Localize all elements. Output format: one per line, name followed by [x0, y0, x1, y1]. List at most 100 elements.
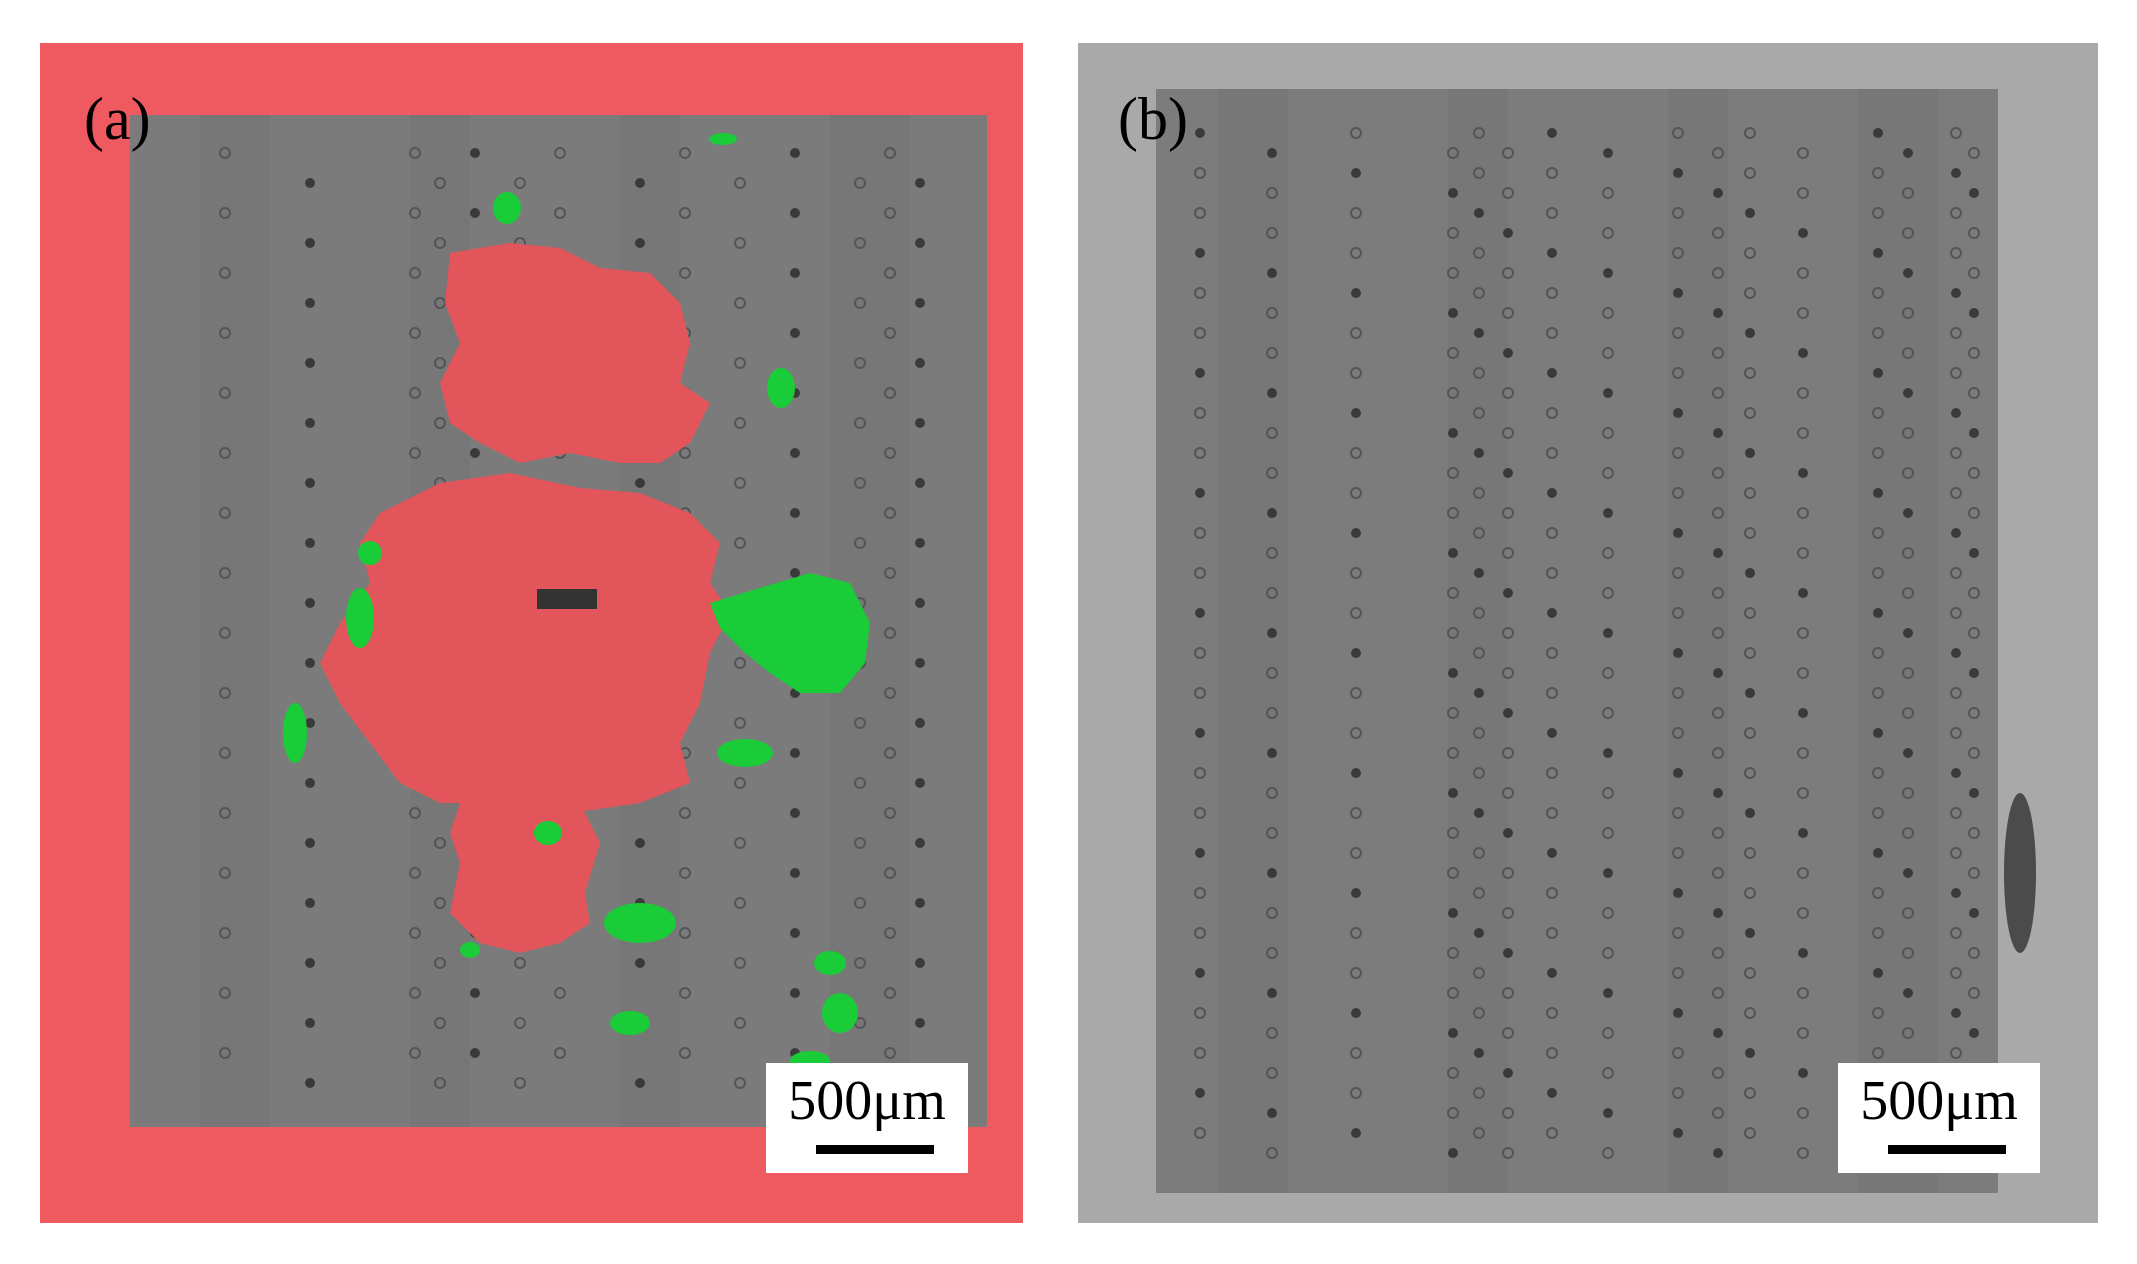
via-pad — [409, 327, 421, 339]
via-pad — [434, 177, 446, 189]
via-pad — [1267, 508, 1277, 518]
via-pad — [1266, 307, 1278, 319]
via-pad — [305, 178, 315, 188]
via-pad — [854, 537, 866, 549]
via-pad — [854, 897, 866, 909]
via-pad — [514, 957, 526, 969]
via-pad — [409, 447, 421, 459]
via-pad — [409, 807, 421, 819]
via-pad — [1350, 567, 1362, 579]
via-pad — [1602, 1067, 1614, 1079]
via-pad — [1902, 947, 1914, 959]
via-pad — [915, 298, 925, 308]
via-pad — [1712, 587, 1724, 599]
via-pad — [1546, 687, 1558, 699]
via-pad — [854, 297, 866, 309]
via-pad — [734, 237, 746, 249]
via-pad — [1968, 147, 1980, 159]
via-pad — [1798, 588, 1808, 598]
via-pad — [1950, 847, 1962, 859]
via-pad — [1266, 227, 1278, 239]
via-pad — [1473, 367, 1485, 379]
via-pad — [790, 268, 800, 278]
via-pad — [1672, 607, 1684, 619]
via-pad — [1968, 827, 1980, 839]
via-pad — [915, 178, 925, 188]
via-pad — [1673, 288, 1683, 298]
via-pad — [1903, 388, 1913, 398]
defect-region-red — [320, 243, 730, 953]
via-pad — [1903, 868, 1913, 878]
via-pad — [734, 477, 746, 489]
via-pad — [1672, 367, 1684, 379]
via-pad — [734, 177, 746, 189]
via-pad — [1903, 628, 1913, 638]
via-pad — [1712, 867, 1724, 879]
via-pad — [305, 538, 315, 548]
via-pad — [1797, 627, 1809, 639]
via-pad — [1713, 548, 1723, 558]
via-pad — [790, 868, 800, 878]
via-pad — [1744, 287, 1756, 299]
via-pad — [1797, 387, 1809, 399]
via-pad — [1267, 268, 1277, 278]
via-pad — [1351, 528, 1361, 538]
via-pad — [1474, 448, 1484, 458]
via-pad — [1603, 388, 1613, 398]
via-pad — [1546, 1127, 1558, 1139]
via-pad — [884, 447, 896, 459]
via-pad — [1744, 1127, 1756, 1139]
via-pad — [1968, 347, 1980, 359]
via-pad — [1797, 267, 1809, 279]
via-pad — [679, 807, 691, 819]
via-pad — [409, 987, 421, 999]
via-pad — [915, 898, 925, 908]
via-pad — [1903, 988, 1913, 998]
via-pad — [1744, 967, 1756, 979]
via-pad — [1448, 188, 1458, 198]
via-pad — [1350, 487, 1362, 499]
via-pad — [1673, 1128, 1683, 1138]
via-pad — [470, 208, 480, 218]
via-pad — [305, 478, 315, 488]
via-pad — [884, 207, 896, 219]
via-pad — [1712, 267, 1724, 279]
via-pad — [1797, 307, 1809, 319]
via-pad — [1602, 1147, 1614, 1159]
via-pad — [1603, 748, 1613, 758]
via-pad — [1968, 987, 1980, 999]
via-pad — [1797, 867, 1809, 879]
via-pad — [1603, 508, 1613, 518]
via-pad — [1797, 747, 1809, 759]
via-pad — [1712, 1107, 1724, 1119]
via-pad — [734, 417, 746, 429]
via-pad — [1603, 868, 1613, 878]
via-pad — [1872, 287, 1884, 299]
via-pad — [1266, 907, 1278, 919]
via-pad — [1950, 487, 1962, 499]
via-pad — [1797, 147, 1809, 159]
via-pad — [915, 778, 925, 788]
via-pad — [1502, 547, 1514, 559]
via-pad — [1745, 688, 1755, 698]
via-pad — [1502, 627, 1514, 639]
via-pad — [854, 237, 866, 249]
via-pad — [1447, 347, 1459, 359]
via-pad — [1950, 327, 1962, 339]
via-pad — [1447, 147, 1459, 159]
via-pad — [1744, 407, 1756, 419]
via-pad — [734, 537, 746, 549]
via-pad — [1712, 347, 1724, 359]
via-pad — [1350, 927, 1362, 939]
via-pad — [1902, 587, 1914, 599]
via-pad — [1267, 868, 1277, 878]
via-pad — [1503, 588, 1513, 598]
via-pad — [1902, 1027, 1914, 1039]
via-pad — [1474, 688, 1484, 698]
via-pad — [1350, 807, 1362, 819]
via-pad — [734, 657, 746, 669]
via-pad — [1194, 807, 1206, 819]
via-pad — [1448, 788, 1458, 798]
via-pad — [1872, 327, 1884, 339]
via-pad — [1797, 907, 1809, 919]
